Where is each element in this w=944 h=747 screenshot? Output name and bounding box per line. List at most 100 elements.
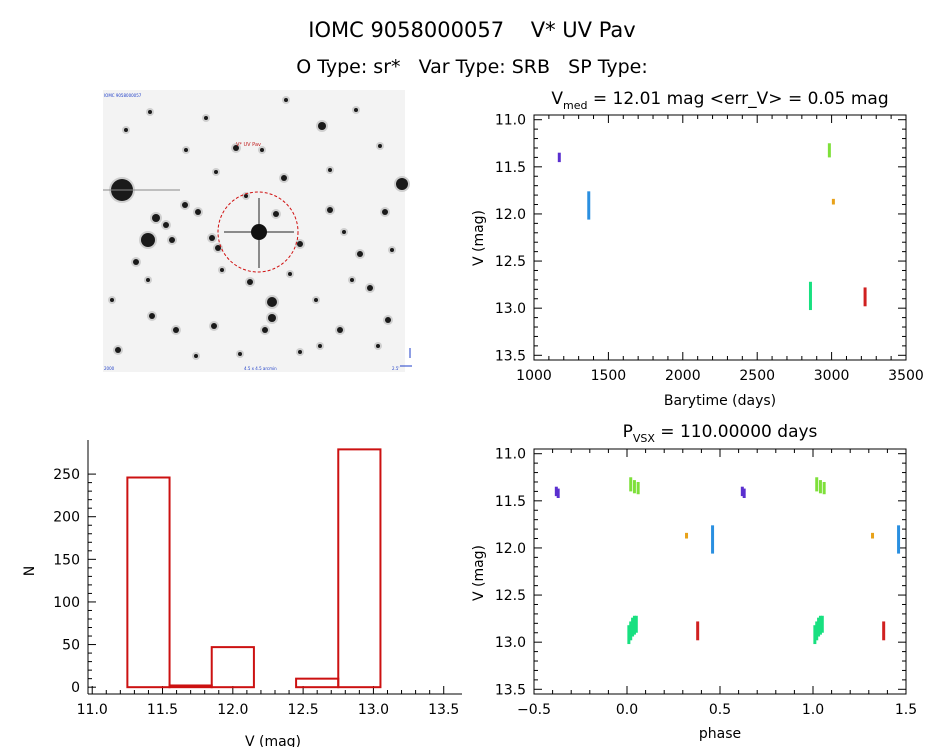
finder-scale-label: 2.5'	[392, 366, 399, 371]
y-tick-label: 12.5	[495, 588, 526, 604]
y-tick-label: 13.0	[495, 301, 526, 317]
phased-xlabel: phase	[699, 726, 741, 742]
star	[328, 168, 332, 172]
y-tick-label: 50	[62, 638, 80, 654]
star	[357, 251, 363, 257]
star	[110, 298, 114, 302]
star	[124, 128, 128, 132]
star	[214, 170, 218, 174]
star	[238, 352, 242, 356]
x-tick-label: 2500	[739, 368, 775, 384]
star	[288, 272, 292, 276]
star	[163, 222, 169, 228]
finder-epoch-label: 2000	[104, 366, 115, 371]
histogram-panel: 11.0 11.5 12.0 12.5 13.0 13.5050100150200250 …	[22, 440, 462, 747]
star	[354, 108, 358, 112]
x-tick-label: 0.5	[709, 702, 731, 718]
target-circle	[217, 191, 299, 273]
x-tick-label: 11.0	[77, 702, 108, 718]
star	[146, 278, 150, 282]
y-tick-label: 11.0	[495, 447, 526, 463]
x-tick-label: 12.0	[217, 702, 248, 718]
x-tick-label: 0.0	[616, 702, 638, 718]
star	[204, 116, 208, 120]
object-type-line: O Type: sr* Var Type: SRB SP Type:	[296, 56, 648, 78]
star	[273, 211, 279, 217]
x-tick-label: 13.0	[358, 702, 389, 718]
finder-fov-label: 4.5 x 4.5 arcmin	[244, 366, 277, 371]
x-tick-label: 1500	[591, 368, 627, 384]
histogram-bar	[295, 677, 340, 689]
star	[318, 344, 322, 348]
star	[268, 314, 276, 322]
histogram-bar	[337, 448, 382, 689]
lightcurve-xlabel: Barytime (days)	[664, 393, 776, 409]
star	[260, 148, 264, 152]
star	[152, 214, 160, 222]
star	[182, 202, 188, 208]
star	[350, 278, 354, 282]
lightcurve-ylabel: V (mag)	[471, 210, 487, 266]
x-tick-label: 11.5	[147, 702, 178, 718]
y-tick-label: 13.5	[495, 682, 526, 698]
finder-chart: V* UV Pav IOMC 9058000057 2000 4.5 x 4.5…	[103, 90, 412, 372]
star	[211, 323, 217, 329]
star	[396, 178, 408, 190]
y-tick-label: 12.0	[495, 541, 526, 557]
phased-ylabel: V (mag)	[471, 545, 487, 601]
star	[314, 298, 318, 302]
star	[342, 230, 346, 234]
star	[390, 248, 394, 252]
star-field	[103, 96, 410, 360]
phased-title: PVSX = 110.00000 days	[623, 422, 818, 445]
star	[318, 122, 326, 130]
y-tick-label: 0	[71, 680, 80, 696]
star	[378, 144, 382, 148]
y-tick-label: 13.5	[495, 348, 526, 364]
lightcurve-panel: 1000 1500 2000 2500 3000 3500 11.0 11.5 12.0 12.5…	[471, 89, 924, 409]
y-tick-label: 150	[53, 552, 80, 568]
y-tick-label: 11.5	[495, 160, 526, 176]
lightcurve-frame	[533, 114, 907, 361]
phased-points	[554, 477, 901, 645]
star	[215, 245, 221, 251]
star	[367, 285, 373, 291]
star	[184, 148, 188, 152]
phased-frame	[533, 448, 907, 695]
lightcurve-title: Vmed = 12.01 mag <err_V> = 0.05 mag	[551, 89, 888, 112]
histogram-ylabel: N	[22, 566, 38, 576]
x-tick-label: 2000	[665, 368, 701, 384]
y-tick-label: 250	[53, 467, 80, 483]
star	[298, 350, 302, 354]
x-tick-label: −0.5	[517, 702, 551, 718]
star	[327, 207, 333, 213]
target-label: V* UV Pav	[236, 142, 261, 148]
target-star	[224, 198, 294, 268]
x-tick-label: 1.5	[895, 702, 917, 718]
star	[284, 98, 288, 102]
finder-corner-label: IOMC 9058000057	[104, 93, 142, 98]
star	[194, 354, 198, 358]
x-tick-label: 3000	[814, 368, 850, 384]
star	[385, 317, 391, 323]
star	[173, 327, 179, 333]
y-tick-label: 12.5	[495, 254, 526, 270]
y-tick-label: 12.0	[495, 207, 526, 223]
star	[247, 279, 253, 285]
histogram-bars	[126, 448, 382, 689]
star	[148, 110, 152, 114]
x-tick-label: 12.5	[288, 702, 319, 718]
y-tick-label: 11.5	[495, 494, 526, 510]
star	[281, 175, 287, 181]
star	[297, 241, 303, 247]
x-tick-label: 3500	[888, 368, 924, 384]
x-tick-label: 1.0	[802, 702, 824, 718]
star	[133, 259, 139, 265]
star	[195, 209, 201, 215]
star	[233, 145, 239, 151]
histogram-bar	[126, 476, 171, 689]
star	[141, 233, 155, 247]
star	[220, 268, 224, 272]
star	[262, 327, 268, 333]
